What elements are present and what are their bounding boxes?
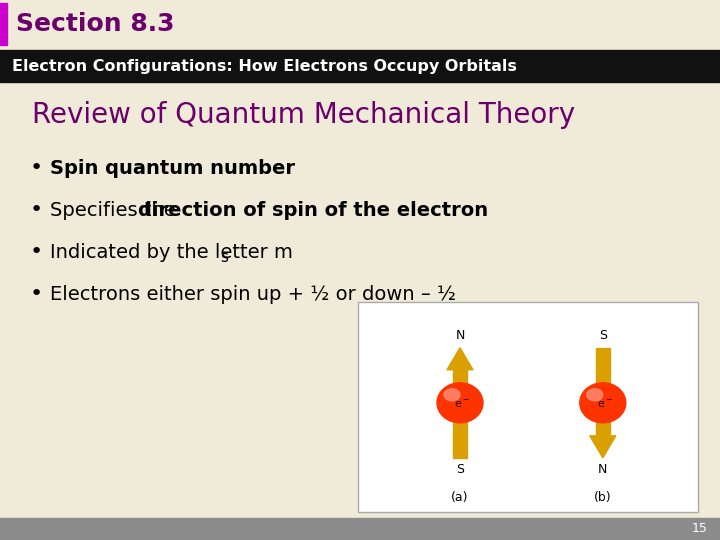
Bar [453,370,467,458]
Text: •: • [30,284,43,304]
Text: S: S [599,329,607,342]
Ellipse shape [580,383,626,423]
Polygon shape [590,436,616,458]
Ellipse shape [444,389,460,401]
Bar [0,50,720,82]
Text: s: s [220,251,228,266]
Text: Electrons either spin up + ½ or down – ½: Electrons either spin up + ½ or down – ½ [50,285,456,303]
Text: N: N [455,329,464,342]
Bar [358,302,698,512]
Bar [0,518,720,540]
Bar [0,0,720,50]
Text: •: • [30,242,43,262]
Text: •: • [30,200,43,220]
Text: Section 8.3: Section 8.3 [16,12,174,36]
Bar [0,3,7,45]
Text: •: • [30,158,43,178]
Text: e$^-$: e$^-$ [597,399,613,410]
Ellipse shape [437,383,483,423]
Bar [0,82,720,520]
Text: Specifies the: Specifies the [50,200,182,219]
Text: 15: 15 [692,523,708,536]
Ellipse shape [587,389,603,401]
Text: Indicated by the letter m: Indicated by the letter m [50,242,293,261]
Text: direction of spin of the electron: direction of spin of the electron [138,200,488,219]
Text: Spin quantum number: Spin quantum number [50,159,295,178]
Text: e$^-$: e$^-$ [454,399,470,410]
Text: Electron Configurations: How Electrons Occupy Orbitals: Electron Configurations: How Electrons O… [12,58,517,73]
Polygon shape [447,348,473,370]
Text: S: S [456,463,464,476]
Bar [596,348,610,436]
Text: N: N [598,463,608,476]
Text: (b): (b) [594,491,611,504]
Text: (a): (a) [451,491,469,504]
Text: Review of Quantum Mechanical Theory: Review of Quantum Mechanical Theory [32,101,575,129]
